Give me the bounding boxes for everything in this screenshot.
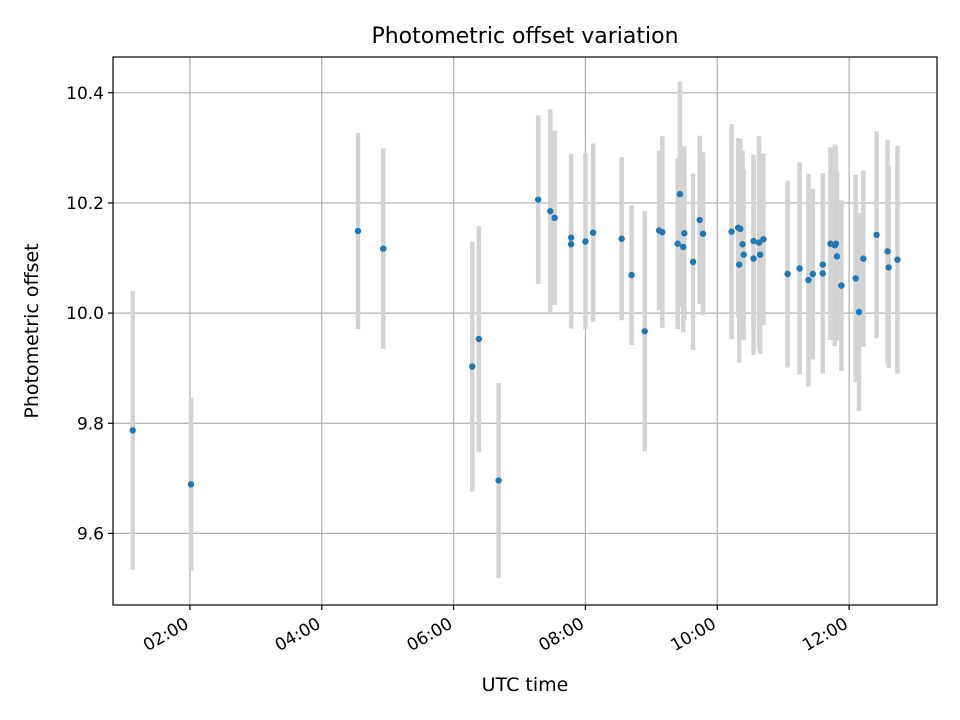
data-point <box>534 196 542 203</box>
x-axis-label: UTC time <box>482 674 569 696</box>
data-point <box>681 230 688 237</box>
data-point <box>860 255 867 262</box>
data-point <box>852 275 859 282</box>
data-point <box>885 264 892 271</box>
y-tick-label: 10.2 <box>66 194 104 214</box>
data-point <box>699 230 707 237</box>
data-point <box>469 363 476 370</box>
data-point <box>750 255 757 262</box>
data-point <box>689 258 697 266</box>
data-point <box>551 214 558 222</box>
data-point <box>495 477 502 484</box>
y-tick-label: 9.8 <box>77 414 104 434</box>
y-tick-label: 10.4 <box>66 84 104 104</box>
plot-frame <box>112 56 938 606</box>
data-point <box>760 236 767 243</box>
data-point <box>739 241 746 248</box>
data-point <box>589 229 597 236</box>
data-points <box>129 190 901 488</box>
data-point <box>567 241 575 248</box>
data-point <box>833 253 841 260</box>
data-point <box>740 251 747 258</box>
data-point <box>187 481 195 488</box>
data-point <box>819 270 826 277</box>
data-point <box>618 235 625 242</box>
chart-title: Photometric offset variation <box>371 24 678 49</box>
data-point <box>736 261 743 268</box>
data-point <box>567 234 575 241</box>
data-point <box>728 228 735 235</box>
data-point <box>819 261 826 268</box>
data-point <box>894 256 901 263</box>
data-point <box>750 237 757 245</box>
data-point <box>676 190 684 198</box>
data-point <box>641 328 648 335</box>
data-point <box>659 228 666 236</box>
data-point <box>832 240 840 247</box>
y-axis-label: Photometric offset <box>21 243 43 418</box>
data-point <box>547 208 554 215</box>
data-point <box>784 270 791 278</box>
data-point <box>680 243 687 251</box>
data-point <box>809 270 817 278</box>
data-point <box>756 251 764 258</box>
data-point <box>674 240 681 247</box>
y-tick-label: 10.0 <box>66 304 104 324</box>
data-point <box>628 271 635 279</box>
data-point <box>884 248 891 255</box>
data-point <box>696 216 703 224</box>
data-point <box>755 239 763 246</box>
data-point <box>838 282 845 289</box>
data-point <box>582 238 589 245</box>
data-point <box>796 265 803 272</box>
data-point <box>873 231 880 239</box>
data-point <box>475 335 483 343</box>
data-point <box>129 427 136 434</box>
data-point <box>354 227 362 235</box>
data-point <box>855 308 863 316</box>
data-point <box>805 276 812 284</box>
data-point <box>737 225 744 233</box>
data-point <box>380 245 387 252</box>
y-tick-label: 9.6 <box>77 524 104 544</box>
